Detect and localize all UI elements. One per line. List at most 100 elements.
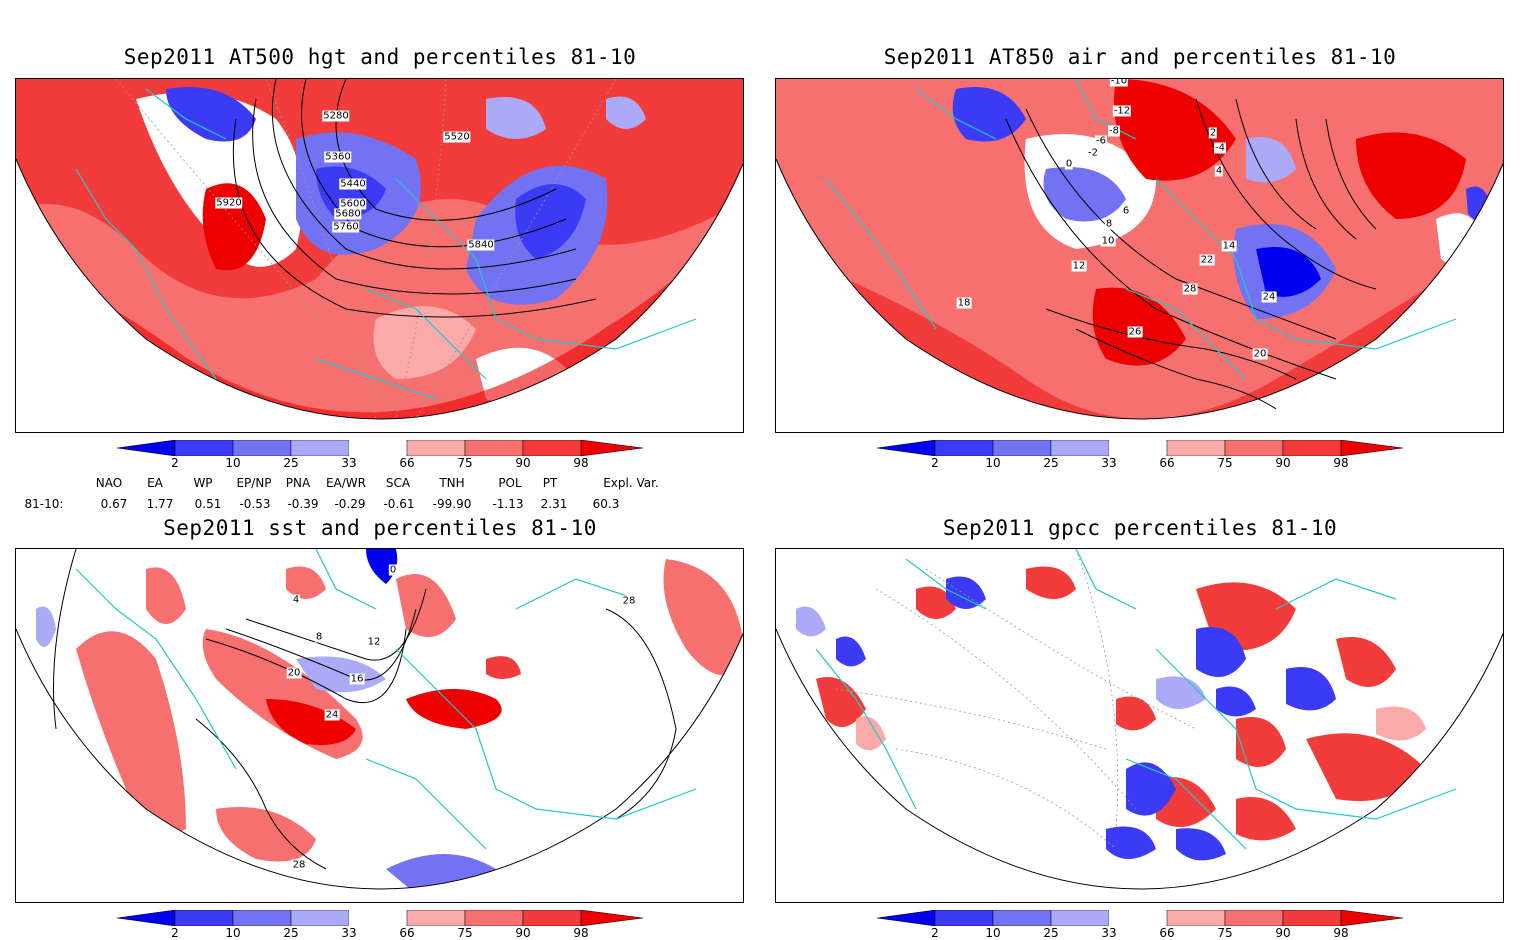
colorbar-hgt500: 2 10 25 33 66 75 90 98 [117, 440, 643, 470]
index-header: NAO [95, 476, 123, 490]
legend-tick: 33 [341, 926, 357, 940]
map-sst: 0 4 8 12 16 20 24 28 28 [15, 548, 744, 903]
map-gpcc-graphic [776, 549, 1503, 890]
legend-tick: 33 [341, 456, 357, 470]
contour-label: 22 [1199, 254, 1215, 266]
panel-title-sst: Sep2011 sst and percentiles 81-10 [163, 516, 597, 540]
contour-label: 6 [1121, 205, 1131, 217]
index-value: -0.29 [334, 497, 366, 511]
panel-title-hgt500: Sep2011 AT500 hgt and percentiles 81-10 [123, 45, 637, 69]
legend-tick: 66 [1159, 926, 1175, 940]
contour-label: 28 [1182, 283, 1198, 295]
colorbar-graphic [117, 910, 643, 926]
map-gpcc [775, 548, 1504, 903]
legend-tick: 66 [399, 456, 415, 470]
contour-label: 24 [1261, 291, 1277, 303]
colorbar-air850: 2 10 25 33 66 75 90 98 [877, 440, 1403, 470]
contour-label: 5360 [324, 151, 352, 163]
legend-tick: 10 [225, 926, 241, 940]
legend-tick: 66 [1159, 456, 1175, 470]
index-header: EA [147, 476, 163, 490]
legend-tick: 75 [457, 456, 473, 470]
legend-tick: 90 [515, 456, 531, 470]
legend-tick: 98 [1333, 456, 1349, 470]
contour-label: 5600 [339, 198, 367, 210]
contour-label: 5760 [332, 221, 360, 233]
legend-tick: 98 [573, 926, 589, 940]
index-value: 60.3 [592, 497, 620, 511]
contour-label: 5440 [339, 178, 367, 190]
index-values-row: 81-10: 0.67 1.77 0.51 -0.53 -0.39 -0.29 … [0, 497, 760, 513]
contour-label: 8 [1104, 218, 1114, 230]
panel-title-gpcc: Sep2011 gpcc percentiles 81-10 [942, 516, 1338, 540]
contour-label: 5840 [467, 239, 495, 251]
legend-tick: 90 [515, 926, 531, 940]
contour-label: 26 [1127, 326, 1143, 338]
legend-tick: 75 [1217, 456, 1233, 470]
index-value: -0.39 [287, 497, 319, 511]
contour-label: 16 [349, 673, 365, 685]
contour-label: 4 [291, 594, 301, 606]
contour-label: -10 [1109, 79, 1129, 87]
index-header: TNH [439, 476, 465, 490]
legend-tick: 33 [1101, 456, 1117, 470]
index-value: 2.31 [540, 497, 568, 511]
map-hgt500-graphic [16, 79, 743, 420]
contour-label: 0 [388, 564, 398, 576]
legend-tick: 2 [171, 926, 179, 940]
legend-tick: 25 [1043, 926, 1059, 940]
map-hgt500: 5280 5360 5440 5520 5600 5680 5760 5840 … [15, 78, 744, 433]
index-value: -99.90 [432, 497, 472, 511]
contour-label: 28 [291, 859, 307, 871]
contour-label: 18 [956, 297, 972, 309]
index-header: EA/WR [325, 476, 367, 490]
contour-label: 4 [1214, 165, 1224, 177]
index-header: PT [542, 476, 558, 490]
index-header: WP [193, 476, 213, 490]
contour-label: 24 [324, 709, 340, 721]
legend-tick: 10 [225, 456, 241, 470]
contour-label: -8 [1108, 125, 1120, 137]
contour-label: 12 [366, 636, 382, 648]
contour-label: -12 [1112, 105, 1132, 117]
legend-tick: 2 [931, 926, 939, 940]
legend-tick: 25 [1043, 456, 1059, 470]
legend-tick: 2 [171, 456, 179, 470]
index-value: -0.53 [239, 497, 271, 511]
index-value: -1.13 [492, 497, 524, 511]
legend-tick: 90 [1275, 926, 1291, 940]
contour-label: -6 [1095, 135, 1107, 147]
legend-tick: 98 [573, 456, 589, 470]
index-header: SCA [385, 476, 411, 490]
contour-label: 20 [286, 667, 302, 679]
colorbar-sst: 2 10 25 33 66 75 90 98 [117, 910, 643, 940]
contour-label: 8 [314, 631, 324, 643]
contour-label: 28 [621, 595, 637, 607]
legend-tick: 90 [1275, 456, 1291, 470]
legend-tick: 10 [985, 926, 1001, 940]
contour-label: 5920 [215, 197, 243, 209]
contour-label: 5280 [322, 110, 350, 122]
index-value: 1.77 [146, 497, 174, 511]
index-header: POL [498, 476, 522, 490]
legend-tick: 10 [985, 456, 1001, 470]
index-header: Expl. Var. [603, 476, 659, 490]
index-row-label: 81-10: [24, 497, 64, 511]
contour-label: 20 [1252, 348, 1268, 360]
contour-label: 14 [1221, 240, 1237, 252]
contour-label: -2 [1087, 147, 1099, 159]
map-air850-graphic [776, 79, 1503, 420]
legend-tick: 66 [399, 926, 415, 940]
contour-label: 2 [1208, 127, 1218, 139]
contour-label: 0 [1064, 158, 1074, 170]
colorbar-graphic [117, 440, 643, 456]
legend-tick: 75 [1217, 926, 1233, 940]
contour-label: 5680 [334, 208, 362, 220]
contour-label: 12 [1071, 260, 1087, 272]
colorbar-graphic [877, 910, 1403, 926]
index-value: -0.61 [383, 497, 415, 511]
contour-label: 10 [1100, 235, 1116, 247]
legend-tick: 25 [283, 926, 299, 940]
index-value: 0.51 [194, 497, 222, 511]
legend-tick: 25 [283, 456, 299, 470]
